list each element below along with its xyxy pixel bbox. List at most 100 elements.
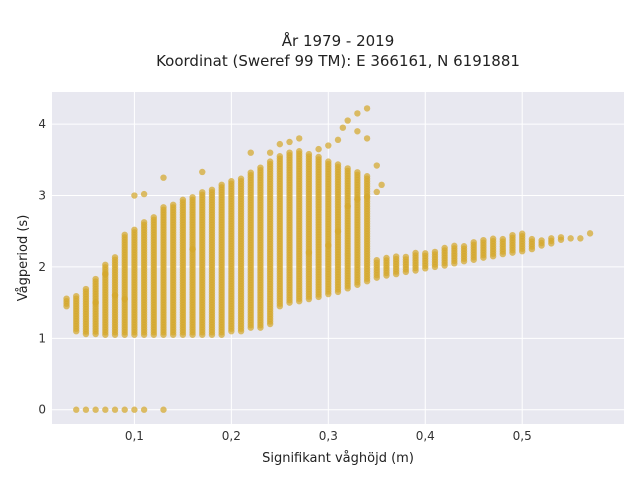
data-point (160, 406, 167, 413)
x-axis-label: Signifikant våghöjd (m) (262, 451, 414, 466)
data-point (73, 406, 80, 413)
data-point (325, 158, 332, 165)
data-point (160, 174, 167, 181)
data-point (383, 254, 390, 262)
data-point (237, 175, 245, 182)
data-point (208, 186, 216, 194)
data-point (373, 162, 380, 169)
data-point (315, 145, 322, 153)
data-point (344, 203, 351, 210)
chart-title-line-2: Koordinat (Sweref 99 TM): E 366161, N 61… (156, 52, 520, 70)
data-point (373, 256, 380, 264)
y-axis-label: Vågperiod (s) (16, 215, 31, 302)
data-point (82, 285, 90, 293)
y-tick-label: 2 (38, 260, 46, 274)
data-point (519, 230, 526, 237)
data-point (102, 270, 109, 278)
data-point (179, 196, 187, 204)
x-tick-label: 0,3 (319, 429, 338, 443)
data-point (189, 194, 196, 201)
data-point (460, 243, 468, 250)
data-point (131, 226, 138, 233)
data-point (131, 406, 138, 413)
data-point (111, 254, 119, 261)
data-point (557, 234, 565, 241)
data-point (334, 161, 342, 168)
data-point (247, 169, 254, 176)
data-point (286, 149, 293, 156)
x-tick-label: 0,5 (513, 429, 532, 443)
data-point (140, 190, 148, 198)
data-point (160, 204, 167, 211)
y-tick-label: 0 (38, 403, 46, 417)
data-point (131, 192, 138, 199)
data-point (305, 249, 313, 256)
data-point (247, 149, 254, 156)
data-point (266, 149, 274, 156)
x-tick-label: 0,1 (125, 429, 144, 443)
data-point (431, 248, 439, 256)
data-point (228, 178, 235, 185)
x-tick-labels: 0,1 0,2 0,3 0,4 0,5 (125, 429, 532, 443)
data-point (451, 242, 458, 250)
data-point (218, 181, 225, 189)
data-point (276, 153, 284, 160)
y-tick-label: 4 (38, 117, 46, 131)
data-point (276, 140, 284, 148)
data-point (63, 295, 70, 302)
data-point (296, 135, 303, 142)
data-point (339, 124, 347, 131)
data-point (363, 135, 371, 142)
data-point (121, 231, 128, 238)
data-point (189, 245, 196, 253)
data-point (334, 136, 342, 144)
data-point (150, 214, 157, 221)
y-tick-labels: 0 1 2 3 4 (38, 117, 46, 417)
data-point (73, 292, 80, 300)
data-point (392, 253, 400, 260)
data-point (325, 242, 332, 249)
data-point (378, 181, 385, 189)
data-point (305, 150, 313, 158)
data-point (489, 235, 497, 242)
x-tick-label: 0,4 (416, 429, 435, 443)
data-point (334, 228, 342, 235)
data-point (92, 406, 99, 413)
scatter-points (63, 105, 594, 413)
data-point (422, 250, 429, 257)
data-point (412, 249, 419, 257)
y-tick-label: 1 (38, 331, 46, 345)
data-point (363, 193, 371, 201)
data-point (528, 235, 536, 243)
data-point (470, 239, 477, 246)
data-point (92, 275, 99, 283)
data-point (354, 110, 361, 117)
data-point (140, 406, 148, 413)
data-point (82, 406, 90, 413)
data-point (140, 219, 148, 226)
data-point (121, 295, 128, 303)
data-point (509, 231, 516, 239)
data-point (441, 244, 448, 252)
data-point (92, 299, 99, 306)
data-point (354, 195, 361, 203)
data-point (373, 188, 380, 196)
data-point (354, 128, 361, 135)
data-point (199, 189, 206, 196)
data-point (548, 235, 555, 242)
data-point (344, 165, 351, 172)
data-point (577, 235, 584, 242)
data-point (169, 201, 177, 209)
y-tick-label: 3 (38, 189, 46, 203)
data-point (325, 142, 332, 149)
data-point (266, 158, 274, 165)
data-point (354, 169, 361, 176)
data-point (111, 406, 119, 413)
data-point (199, 168, 206, 176)
data-point (538, 237, 545, 244)
data-point (402, 253, 410, 261)
data-point (480, 236, 487, 244)
chart-title-line-1: År 1979 - 2019 (282, 31, 395, 50)
data-point (257, 164, 264, 171)
